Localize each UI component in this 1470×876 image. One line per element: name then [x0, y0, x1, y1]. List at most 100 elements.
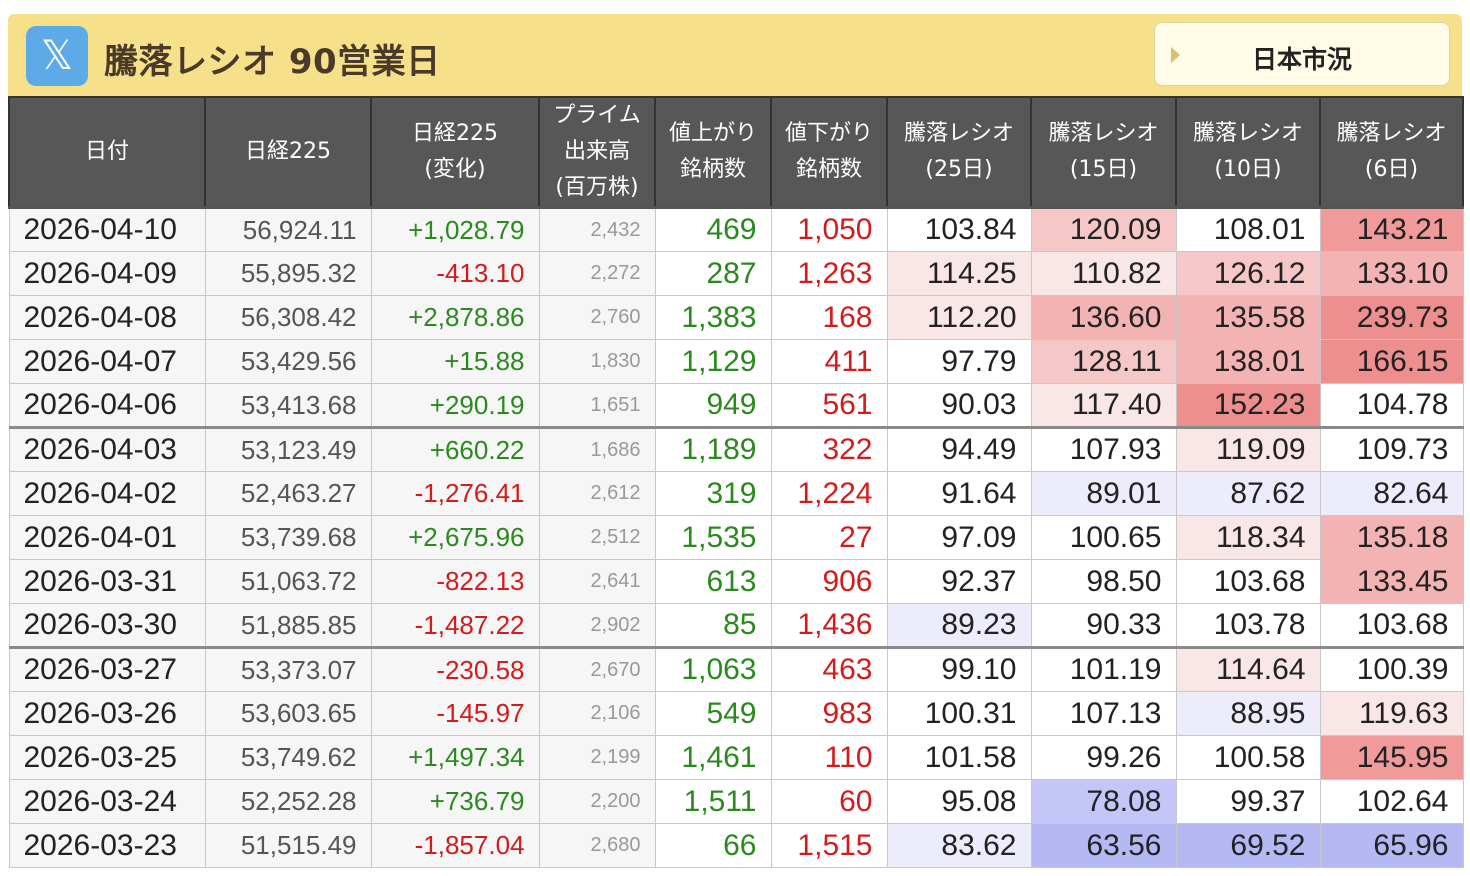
- cell-ratio-15d: 120.09: [1030, 206, 1177, 252]
- cell-advancers: 469: [654, 206, 772, 252]
- cell-decliners: 1,515: [770, 823, 888, 868]
- cell-advancers: 549: [654, 691, 772, 736]
- cell-date: 2026-04-07: [8, 339, 206, 384]
- cell-change: -822.13: [370, 559, 540, 604]
- cell-decliners: 411: [770, 339, 888, 384]
- cell-advancers: 85: [654, 603, 772, 648]
- cell-ratio-10d: 103.78: [1175, 603, 1321, 648]
- cell-ratio-6d: 65.96: [1319, 823, 1464, 868]
- cell-ratio-25d: 91.64: [886, 471, 1032, 516]
- table-row: 2026-03-27 53,373.07 -230.58 2,670 1,063 463 9…: [8, 646, 1464, 692]
- cell-change: -1,487.22: [370, 603, 540, 648]
- cell-ratio-15d: 136.60: [1030, 295, 1177, 340]
- cell-volume: 1,830: [538, 339, 656, 384]
- cell-ratio-25d: 90.03: [886, 383, 1032, 428]
- cell-nikkei225: 55,895.32: [204, 251, 372, 296]
- table-header-row: 日付 日経225 日経225 (変化) プライム 出来高 (百万株) 値上がり 銘柄数 …: [8, 96, 1464, 209]
- cell-ratio-25d: 95.08: [886, 779, 1032, 824]
- cell-date: 2026-04-02: [8, 471, 206, 516]
- cell-advancers: 1,189: [654, 426, 772, 472]
- cell-advancers: 66: [654, 823, 772, 868]
- col-header-date: 日付: [8, 96, 206, 209]
- cell-ratio-15d: 128.11: [1030, 339, 1177, 384]
- cell-ratio-15d: 99.26: [1030, 735, 1177, 780]
- cell-volume: 2,106: [538, 691, 656, 736]
- cell-ratio-6d: 104.78: [1319, 383, 1464, 428]
- cell-decliners: 322: [770, 426, 888, 472]
- cell-date: 2026-04-09: [8, 251, 206, 296]
- cell-advancers: 1,511: [654, 779, 772, 824]
- x-share-icon[interactable]: 𝕏: [26, 26, 88, 86]
- table-row: 2026-04-06 53,413.68 +290.19 1,651 949 561 90.…: [8, 383, 1464, 428]
- triangle-icon: [1171, 47, 1180, 63]
- cell-ratio-10d: 87.62: [1175, 471, 1321, 516]
- cell-date: 2026-03-26: [8, 691, 206, 736]
- cell-decliners: 1,224: [770, 471, 888, 516]
- cell-ratio-25d: 100.31: [886, 691, 1032, 736]
- cell-nikkei225: 52,463.27: [204, 471, 372, 516]
- cell-decliners: 561: [770, 383, 888, 428]
- col-header-decliners: 値下がり 銘柄数: [770, 96, 888, 209]
- cell-ratio-25d: 101.58: [886, 735, 1032, 780]
- cell-volume: 2,272: [538, 251, 656, 296]
- cell-date: 2026-04-03: [8, 426, 206, 472]
- col-header-ratio-6d: 騰落レシオ (6日): [1319, 96, 1464, 209]
- cell-ratio-10d: 135.58: [1175, 295, 1321, 340]
- cell-ratio-15d: 89.01: [1030, 471, 1177, 516]
- table-row: 2026-04-01 53,739.68 +2,675.96 2,512 1,535 27…: [8, 515, 1464, 560]
- cell-change: +290.19: [370, 383, 540, 428]
- cell-ratio-15d: 100.65: [1030, 515, 1177, 560]
- col-header-ratio-10d: 騰落レシオ (10日): [1175, 96, 1321, 209]
- cell-volume: 1,686: [538, 426, 656, 472]
- cell-ratio-6d: 100.39: [1319, 646, 1464, 692]
- cell-decliners: 1,050: [770, 206, 888, 252]
- cell-decliners: 463: [770, 646, 888, 692]
- col-header-ratio-25d: 騰落レシオ (25日): [886, 96, 1032, 209]
- cell-nikkei225: 52,252.28: [204, 779, 372, 824]
- cell-change: +1,028.79: [370, 206, 540, 252]
- cell-ratio-25d: 112.20: [886, 295, 1032, 340]
- cell-ratio-10d: 100.58: [1175, 735, 1321, 780]
- col-header-advancers: 値上がり 銘柄数: [654, 96, 772, 209]
- col-header-ratio-15d: 騰落レシオ (15日): [1030, 96, 1177, 209]
- cell-decliners: 27: [770, 515, 888, 560]
- cell-nikkei225: 53,373.07: [204, 646, 372, 692]
- cell-advancers: 1,461: [654, 735, 772, 780]
- col-header-nikkei-change: 日経225 (変化): [370, 96, 540, 209]
- cell-date: 2026-03-23: [8, 823, 206, 868]
- cell-decliners: 168: [770, 295, 888, 340]
- table-row: 2026-04-10 56,924.11 +1,028.79 2,432 469 1,05…: [8, 206, 1464, 252]
- cell-date: 2026-04-10: [8, 206, 206, 252]
- table-row: 2026-04-09 55,895.32 -413.10 2,272 287 1,263 1…: [8, 251, 1464, 296]
- table-row: 2026-04-02 52,463.27 -1,276.41 2,612 319 1,22…: [8, 471, 1464, 516]
- japan-market-button[interactable]: 日本市況: [1154, 22, 1450, 86]
- cell-date: 2026-03-27: [8, 646, 206, 692]
- cell-ratio-10d: 88.95: [1175, 691, 1321, 736]
- cell-ratio-15d: 78.08: [1030, 779, 1177, 824]
- cell-ratio-6d: 119.63: [1319, 691, 1464, 736]
- cell-ratio-25d: 97.09: [886, 515, 1032, 560]
- cell-date: 2026-03-25: [8, 735, 206, 780]
- cell-ratio-6d: 102.64: [1319, 779, 1464, 824]
- cell-decliners: 1,436: [770, 603, 888, 648]
- cell-date: 2026-04-01: [8, 515, 206, 560]
- cell-decliners: 906: [770, 559, 888, 604]
- cell-change: +15.88: [370, 339, 540, 384]
- table-row: 2026-03-31 51,063.72 -822.13 2,641 613 906 92.…: [8, 559, 1464, 604]
- cell-change: -1,857.04: [370, 823, 540, 868]
- page-title: 騰落レシオ 90営業日: [104, 42, 441, 82]
- cell-nikkei225: 51,515.49: [204, 823, 372, 868]
- cell-ratio-15d: 101.19: [1030, 646, 1177, 692]
- cell-ratio-25d: 94.49: [886, 426, 1032, 472]
- cell-ratio-10d: 103.68: [1175, 559, 1321, 604]
- cell-advancers: 1,535: [654, 515, 772, 560]
- cell-change: -413.10: [370, 251, 540, 296]
- cell-ratio-15d: 107.93: [1030, 426, 1177, 472]
- cell-ratio-15d: 110.82: [1030, 251, 1177, 296]
- cell-nikkei225: 56,924.11: [204, 206, 372, 252]
- cell-volume: 2,512: [538, 515, 656, 560]
- cell-volume: 2,199: [538, 735, 656, 780]
- cell-ratio-6d: 103.68: [1319, 603, 1464, 648]
- cell-ratio-15d: 98.50: [1030, 559, 1177, 604]
- cell-ratio-25d: 99.10: [886, 646, 1032, 692]
